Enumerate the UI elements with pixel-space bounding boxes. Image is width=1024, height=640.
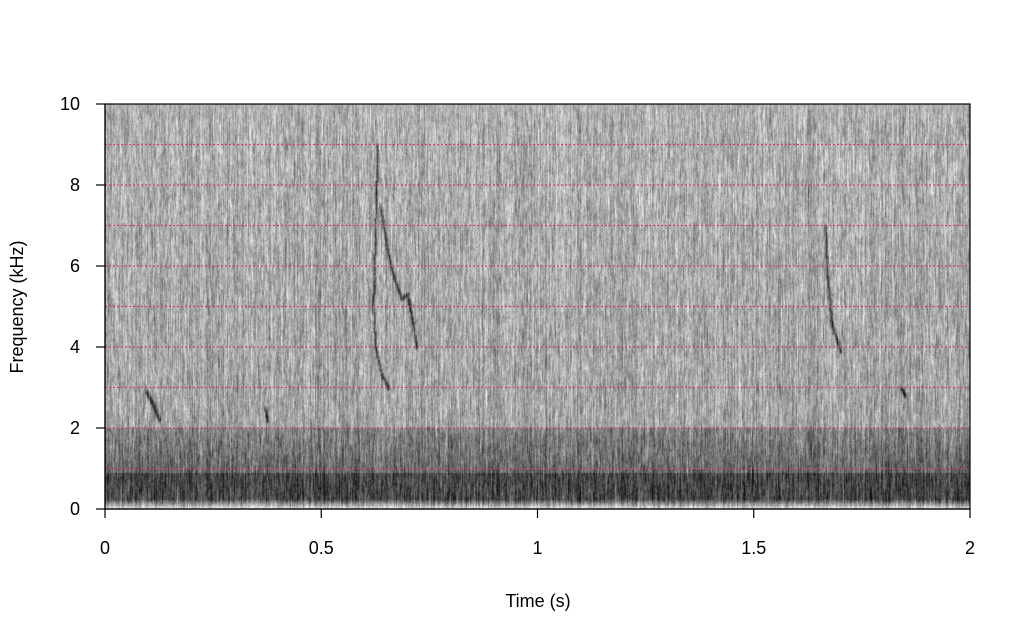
x-tick-label: 0.5 <box>309 538 334 558</box>
x-tick-label: 2 <box>965 538 975 558</box>
y-axis: 0 2 4 6 8 10 <box>60 94 106 519</box>
y-tick-label: 8 <box>70 175 80 195</box>
y-tick-label: 2 <box>70 418 80 438</box>
y-tick-label: 0 <box>70 499 80 519</box>
x-tick-label: 0 <box>100 538 110 558</box>
y-tick-label: 6 <box>70 256 80 276</box>
x-axis: 0 0.5 1 1.5 2 <box>100 508 975 558</box>
x-tick-label: 1.5 <box>741 538 766 558</box>
grid-lines <box>105 143 970 470</box>
y-axis-label: Frequency (kHz) <box>7 240 27 373</box>
x-tick-label: 1 <box>532 538 542 558</box>
y-tick-label: 4 <box>70 337 80 357</box>
x-axis-label: Time (s) <box>505 591 570 611</box>
y-tick-label: 10 <box>60 94 80 114</box>
